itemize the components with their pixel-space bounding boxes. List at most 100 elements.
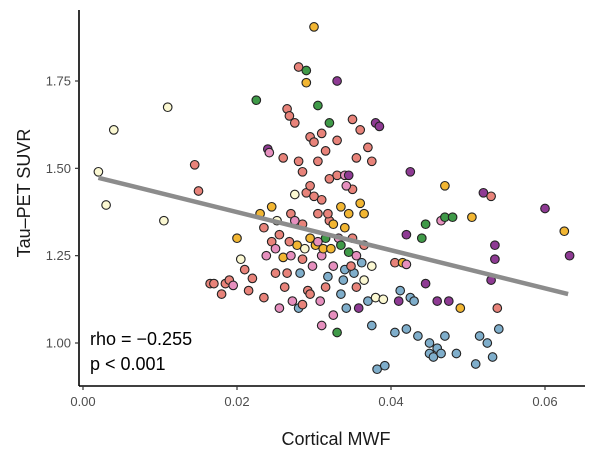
data-point	[420, 278, 431, 289]
data-point	[305, 289, 315, 299]
data-point	[328, 261, 339, 271]
data-point	[492, 303, 503, 313]
data-point	[359, 275, 369, 285]
data-point	[374, 121, 385, 132]
data-point	[264, 147, 275, 158]
data-point	[309, 137, 319, 147]
data-point	[564, 250, 575, 261]
data-point	[416, 233, 427, 244]
p-value-annotation: p < 0.001	[90, 354, 166, 374]
data-point	[297, 254, 308, 265]
data-point	[316, 320, 327, 331]
data-point	[209, 278, 219, 289]
data-point	[401, 229, 412, 240]
data-point	[313, 100, 323, 111]
data-point	[235, 254, 246, 265]
data-point	[336, 240, 346, 251]
data-point	[293, 62, 304, 72]
data-point	[278, 153, 289, 163]
data-point	[216, 289, 227, 299]
data-point	[189, 159, 200, 170]
data-point	[440, 180, 450, 191]
data-point	[451, 348, 462, 359]
x-tick-label: 0.04	[378, 394, 403, 409]
data-point	[297, 299, 308, 310]
data-point	[487, 352, 498, 362]
data-point	[313, 156, 323, 167]
data-point	[540, 203, 550, 214]
data-point	[343, 170, 354, 181]
y-tick-label: 1.75	[46, 74, 71, 89]
data-point	[424, 338, 435, 348]
data-point	[401, 259, 412, 270]
data-point	[320, 282, 331, 292]
data-point	[447, 212, 458, 223]
data-point	[379, 360, 390, 371]
data-point	[366, 261, 377, 271]
data-point	[301, 77, 312, 88]
data-point	[338, 275, 349, 285]
data-point	[266, 201, 277, 212]
data-point	[347, 114, 358, 125]
y-tick-label: 1.25	[46, 248, 71, 263]
data-point	[293, 156, 304, 167]
data-point	[232, 233, 242, 244]
data-point	[395, 285, 406, 296]
data-point	[341, 180, 352, 191]
data-point	[286, 250, 296, 261]
data-point	[295, 268, 305, 278]
data-point	[336, 289, 346, 299]
data-point	[289, 189, 300, 200]
data-point	[274, 303, 285, 313]
data-point	[432, 296, 443, 306]
data-point	[93, 166, 104, 177]
data-point	[309, 191, 319, 202]
data-point	[323, 271, 333, 282]
data-point	[359, 208, 369, 219]
data-point	[346, 261, 356, 271]
data-point	[351, 250, 362, 261]
x-ticks: 0.00 0.02 0.04 0.06	[70, 386, 558, 409]
x-tick-label: 0.02	[224, 394, 249, 409]
data-point	[351, 282, 362, 292]
data-point	[339, 222, 350, 233]
data-point	[490, 240, 500, 251]
data-point	[251, 95, 262, 106]
data-point	[301, 65, 312, 76]
data-point	[324, 173, 335, 184]
y-tick-label: 1.00	[46, 336, 71, 351]
data-point	[486, 191, 496, 202]
data-point	[307, 261, 318, 271]
data-point	[159, 215, 169, 226]
data-point	[287, 296, 298, 306]
data-point	[328, 310, 339, 320]
data-point	[193, 186, 204, 196]
data-point	[440, 331, 450, 341]
y-ticks: 1.00 1.25 1.50 1.75	[46, 74, 79, 351]
data-point	[363, 142, 373, 153]
data-point	[405, 166, 416, 177]
data-point	[270, 268, 281, 278]
data-point	[247, 273, 258, 284]
data-point	[428, 352, 439, 362]
data-point	[443, 296, 454, 306]
data-point	[332, 327, 342, 338]
data-point	[284, 111, 295, 121]
x-axis-title: Cortical MWF	[282, 429, 391, 449]
data-point	[363, 296, 373, 306]
data-point	[316, 128, 327, 139]
data-point	[378, 294, 389, 305]
data-point	[351, 153, 362, 163]
data-point	[478, 187, 489, 198]
x-tick-label: 0.06	[532, 394, 557, 409]
data-point	[297, 166, 308, 177]
data-point	[278, 252, 289, 263]
data-point	[309, 22, 319, 32]
data-point	[474, 331, 485, 341]
data-point	[259, 292, 269, 303]
data-point	[305, 180, 315, 191]
data-point	[390, 327, 400, 338]
data-point	[292, 240, 302, 251]
data-point	[455, 303, 466, 313]
data-point	[370, 292, 381, 303]
